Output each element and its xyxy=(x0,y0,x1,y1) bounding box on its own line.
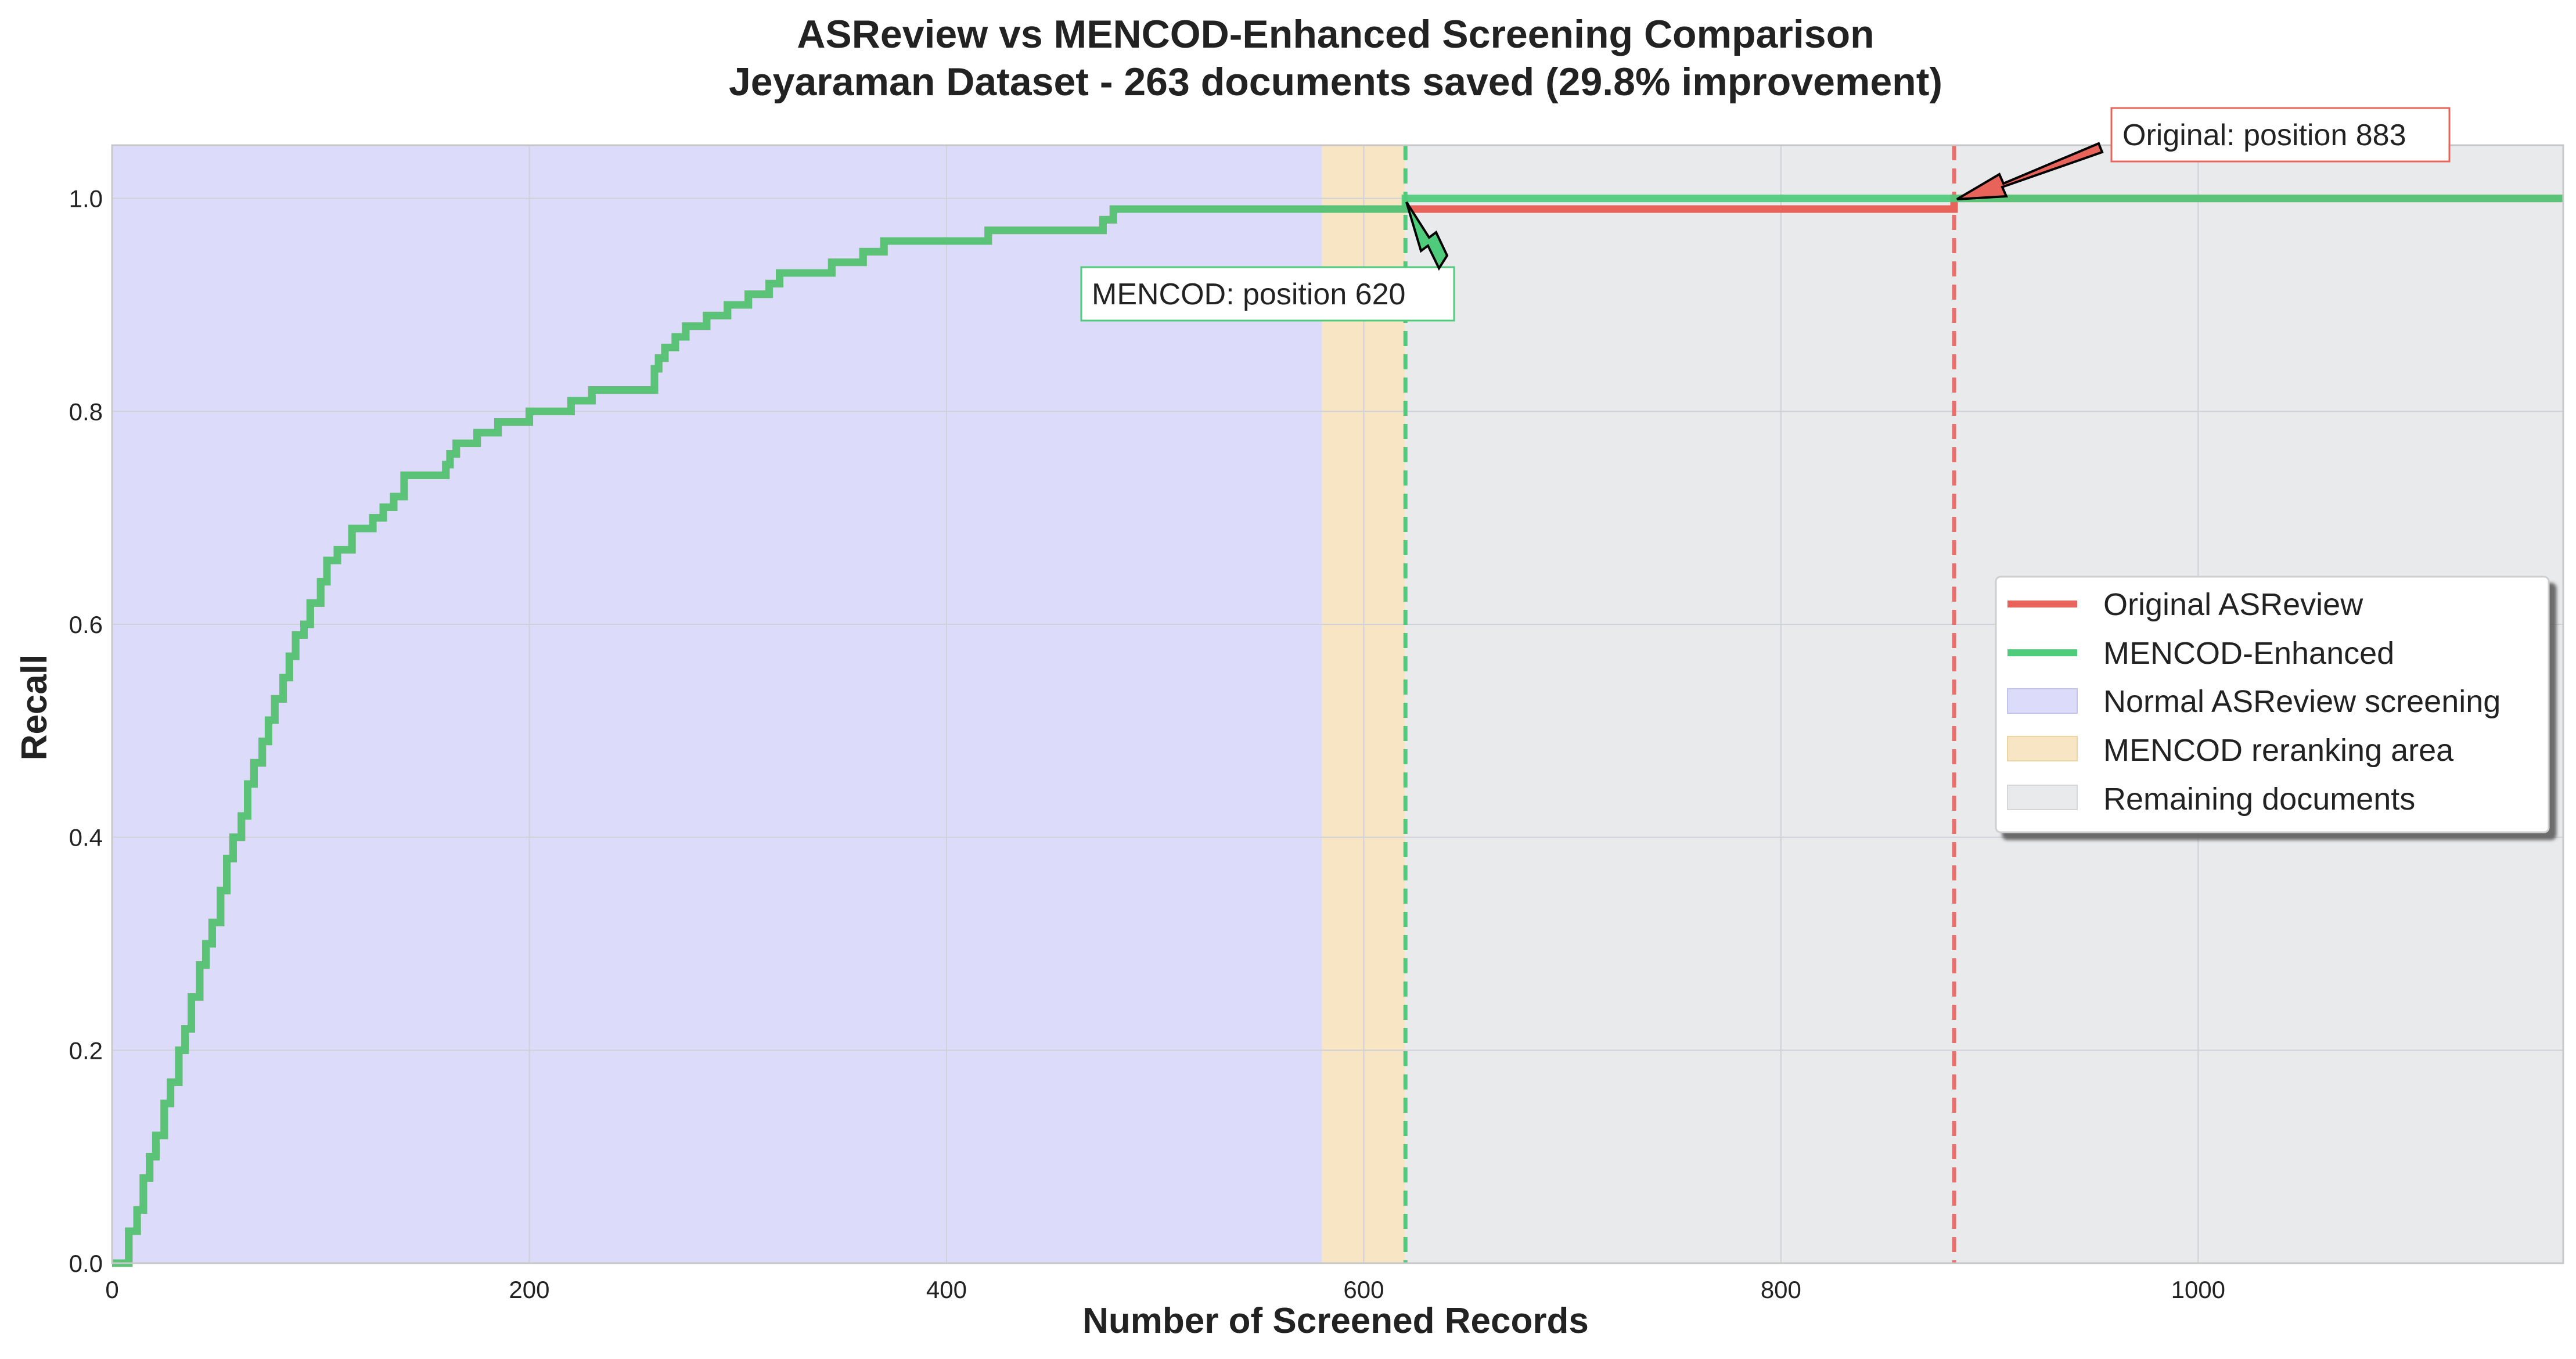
x-tick-label: 1000 xyxy=(2171,1276,2225,1303)
y-tick-label: 1.0 xyxy=(69,185,103,213)
y-tick-label: 0.0 xyxy=(69,1250,103,1277)
legend-swatch-reranking xyxy=(2007,736,2078,761)
annotation-original-text: Original: position 883 xyxy=(2122,118,2406,152)
legend-label-original: Original ASReview xyxy=(2103,587,2363,622)
x-axis-label: Number of Screened Records xyxy=(1082,1301,1589,1341)
plot-frame xyxy=(111,144,2564,1264)
chart-title: ASReview vs MENCOD-Enhanced Screening Co… xyxy=(797,12,1874,56)
annotation-original-box xyxy=(2110,107,2451,163)
x-tick-label: 800 xyxy=(1761,1276,1801,1303)
annotation-mencod-box xyxy=(1080,266,1455,322)
legend-box xyxy=(1995,576,2550,833)
position-lines xyxy=(1403,145,1956,1263)
chart-subtitle: Jeyaraman Dataset - 263 documents saved … xyxy=(729,60,1942,104)
legend-swatch-remaining xyxy=(2007,785,2078,810)
grid-lines xyxy=(111,145,2563,1264)
y-tick-label: 0.8 xyxy=(69,398,103,425)
annotation-mencod: MENCOD: position 620 xyxy=(1080,201,1455,322)
y-axis-ticks: 0.0 0.2 0.4 0.6 0.8 1.0 xyxy=(69,185,103,1277)
x-tick-label: 400 xyxy=(926,1276,967,1303)
x-tick-label: 200 xyxy=(509,1276,549,1303)
y-tick-label: 0.2 xyxy=(69,1037,103,1064)
x-tick-label: 0 xyxy=(105,1276,118,1303)
annotation-mencod-text: MENCOD: position 620 xyxy=(1092,278,1405,311)
annotation-original-arrow xyxy=(1956,142,2104,200)
annotation-original: Original: position 883 xyxy=(1956,107,2451,200)
x-axis-ticks: 0 200 400 600 800 1000 xyxy=(105,1276,2225,1303)
x-tick-label: 600 xyxy=(1343,1276,1384,1303)
legend-swatch-normal xyxy=(2007,688,2078,714)
legend-label-reranking: MENCOD reranking area xyxy=(2103,733,2454,768)
annotation-mencod-arrow xyxy=(1405,201,1449,271)
y-tick-label: 0.4 xyxy=(69,824,103,851)
region-0 xyxy=(112,145,1322,1263)
legend: Original ASReview MENCOD-Enhanced Normal… xyxy=(1995,576,2550,833)
series-line-1 xyxy=(112,195,2563,1267)
y-tick-label: 0.6 xyxy=(69,611,103,638)
series-lines xyxy=(112,195,2563,1267)
y-axis-label: Recall xyxy=(15,655,55,761)
legend-label-mencod: MENCOD-Enhanced xyxy=(2103,636,2394,671)
legend-label-normal: Normal ASReview screening xyxy=(2103,684,2501,719)
legend-label-remaining: Remaining documents xyxy=(2103,782,2415,817)
